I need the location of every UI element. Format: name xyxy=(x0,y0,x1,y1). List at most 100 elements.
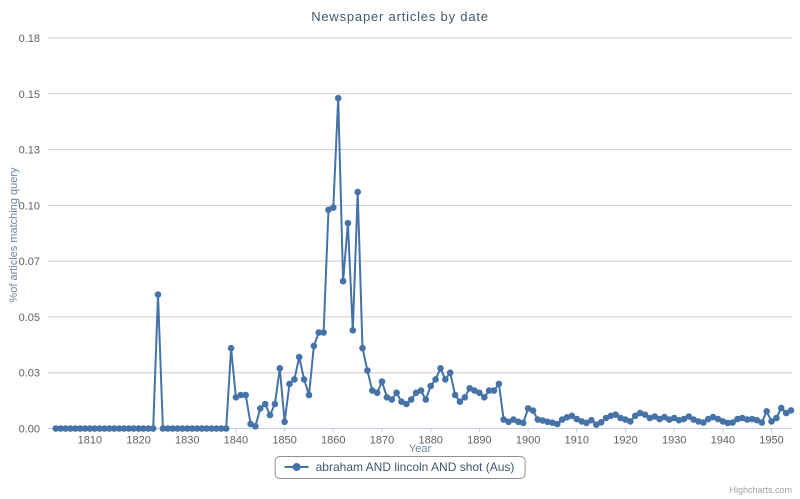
svg-text:1870: 1870 xyxy=(370,435,394,447)
data-point xyxy=(724,419,731,427)
credits-link[interactable]: Highcharts.com xyxy=(729,485,792,495)
data-point xyxy=(159,425,167,432)
data-point xyxy=(573,415,581,423)
data-point xyxy=(106,425,113,432)
legend-marker-icon xyxy=(284,463,309,471)
data-point xyxy=(169,425,176,432)
legend-label: abraham AND lincoln AND shot (Aus) xyxy=(315,460,515,474)
data-point xyxy=(651,413,658,420)
data-point xyxy=(782,409,790,417)
data-point xyxy=(378,378,386,385)
data-point xyxy=(631,412,639,420)
data-point xyxy=(62,425,69,432)
data-point xyxy=(773,414,780,422)
data-point xyxy=(96,425,103,432)
data-point xyxy=(242,391,249,399)
data-point xyxy=(120,425,128,432)
data-point xyxy=(237,391,245,399)
data-point xyxy=(252,423,259,430)
data-point xyxy=(680,415,688,423)
svg-text:1810: 1810 xyxy=(78,435,102,447)
svg-text:0.15: 0.15 xyxy=(19,89,40,101)
data-point xyxy=(763,408,770,415)
data-point xyxy=(359,344,366,352)
svg-text:0.07: 0.07 xyxy=(19,256,40,268)
data-point xyxy=(300,376,308,383)
data-point xyxy=(534,416,542,423)
data-point xyxy=(154,291,162,298)
data-point xyxy=(446,369,454,377)
svg-text:0.10: 0.10 xyxy=(19,200,40,212)
data-point xyxy=(184,425,191,432)
data-point xyxy=(485,387,493,394)
x-axis-title: Year xyxy=(408,443,432,455)
data-point xyxy=(257,405,264,412)
data-point xyxy=(57,425,64,432)
svg-text:1890: 1890 xyxy=(467,435,491,447)
data-point xyxy=(597,419,605,426)
data-point xyxy=(456,398,464,406)
data-point xyxy=(310,342,318,350)
data-point xyxy=(354,188,362,196)
data-point xyxy=(193,425,201,432)
y-axis-title: %of articles matching query xyxy=(8,167,20,303)
data-point xyxy=(213,425,220,432)
data-point xyxy=(339,277,347,285)
svg-text:1850: 1850 xyxy=(272,435,296,447)
data-point xyxy=(583,419,590,427)
data-point xyxy=(271,400,279,408)
data-point xyxy=(281,418,288,426)
data-point xyxy=(174,425,181,432)
data-point xyxy=(276,365,284,372)
data-point xyxy=(641,411,649,419)
data-point xyxy=(427,382,435,390)
data-point xyxy=(81,425,89,432)
svg-text:0.18: 0.18 xyxy=(19,33,40,45)
data-point xyxy=(291,376,298,383)
svg-text:1840: 1840 xyxy=(224,435,248,447)
data-point xyxy=(135,425,142,432)
data-point xyxy=(393,389,400,397)
data-point xyxy=(729,419,736,426)
data-point xyxy=(115,425,123,432)
data-point xyxy=(101,425,108,432)
svg-text:1830: 1830 xyxy=(175,435,199,447)
data-point xyxy=(388,396,396,403)
data-point xyxy=(407,396,415,403)
data-point xyxy=(261,400,269,408)
data-point xyxy=(349,327,357,334)
data-point xyxy=(568,412,576,420)
data-point xyxy=(554,420,561,428)
legend-item[interactable]: abraham AND lincoln AND shot (Aus) xyxy=(274,456,526,479)
svg-text:1860: 1860 xyxy=(321,435,345,447)
svg-text:1900: 1900 xyxy=(516,435,540,447)
data-point xyxy=(72,425,79,432)
data-point xyxy=(787,407,795,414)
data-point xyxy=(627,418,634,425)
data-point xyxy=(145,425,152,432)
data-point xyxy=(758,419,766,426)
x-axis: 1810 1820 1830 1840 1850 1860 1870 1880 1890 1900… xyxy=(48,428,792,447)
data-point xyxy=(232,394,240,401)
data-point xyxy=(519,419,527,427)
data-point xyxy=(130,425,137,432)
data-point xyxy=(125,425,133,432)
data-point xyxy=(661,413,668,421)
data-point xyxy=(490,387,498,394)
svg-text:1910: 1910 xyxy=(565,435,589,447)
data-point xyxy=(398,398,405,406)
data-point xyxy=(422,396,430,403)
data-point xyxy=(110,425,118,432)
data-point xyxy=(373,389,381,397)
data-point xyxy=(286,380,293,388)
data-point xyxy=(476,389,483,397)
data-point xyxy=(714,415,722,423)
svg-text:1920: 1920 xyxy=(613,435,637,447)
series-line[interactable] xyxy=(52,94,795,432)
svg-text:1950: 1950 xyxy=(759,435,783,447)
svg-text:0.05: 0.05 xyxy=(19,312,40,324)
data-point xyxy=(753,416,761,424)
data-point xyxy=(417,387,425,394)
data-point xyxy=(198,425,206,432)
